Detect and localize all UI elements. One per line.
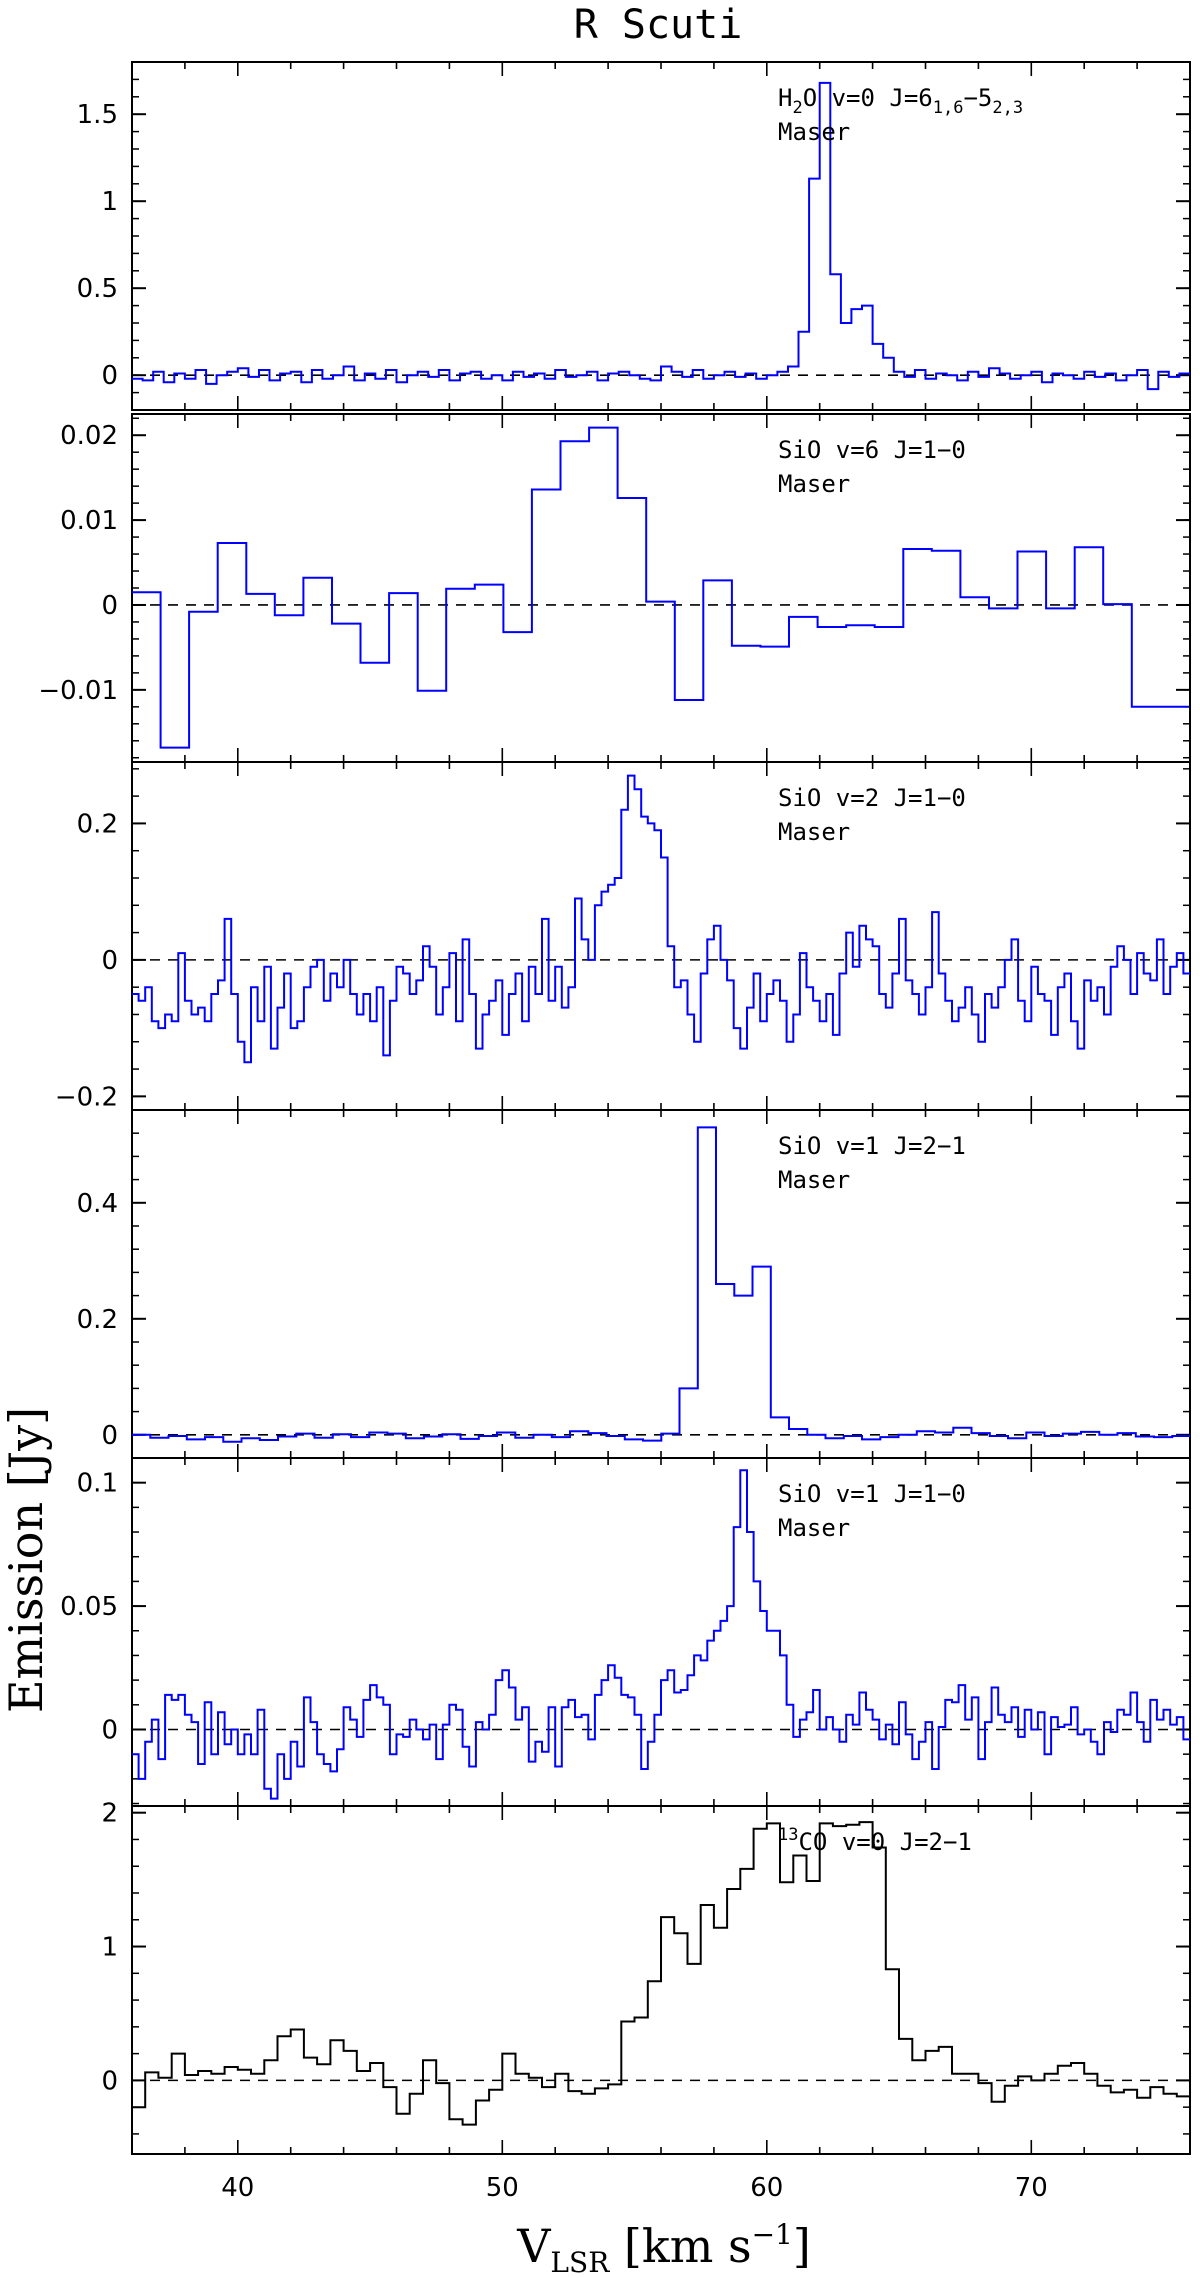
y-tick-label: 1 <box>101 1933 118 1963</box>
x-tick-label: 70 <box>1015 2173 1048 2203</box>
line-label: SiO v=2 J=1−0 <box>778 784 966 812</box>
y-tick-label: 0.1 <box>77 1469 118 1499</box>
y-tick-label: 0.2 <box>77 809 118 839</box>
line-label: 13CO v=0 J=2−1 <box>778 1825 972 1856</box>
line-label: SiO v=1 J=2−1 <box>778 1132 966 1160</box>
spectrum-line <box>132 1821 1190 2126</box>
y-axis-label: Emission [Jy] <box>0 1407 53 1713</box>
y-tick-label: 0 <box>101 2066 118 2096</box>
spectrum-panel-6: 0 1 2 13CO v=0 J=2−1 <box>101 1799 1191 2155</box>
spectrum-panel-5: 0 0.05 0.1 SiO v=1 J=1−0 Maser <box>60 1457 1191 1807</box>
spectrum-line <box>132 1469 1190 1800</box>
y-tick-label: 0.2 <box>77 1305 118 1335</box>
panel-frame <box>131 61 1191 411</box>
line-label: SiO v=1 J=1−0 <box>778 1480 966 1508</box>
y-tick-label: 0.02 <box>60 421 118 451</box>
y-tick-label: 0 <box>101 361 118 391</box>
y-tick-label: −0.01 <box>38 676 118 706</box>
y-tick-label: 2 <box>101 1799 118 1829</box>
y-tick-label: 0.4 <box>77 1189 118 1219</box>
panel-frame <box>131 1109 1191 1459</box>
figure-title: R Scuti <box>574 2 743 48</box>
line-label: SiO v=6 J=1−0 <box>778 436 966 464</box>
spectrum-panel-3: −0.2 0 0.2 SiO v=2 J=1−0 Maser <box>55 761 1191 1112</box>
y-tick-label: 0.05 <box>60 1592 118 1622</box>
line-label: H2O v=0 J=61,6−52,3 <box>778 84 1023 118</box>
x-tick-label: 40 <box>221 2173 254 2203</box>
x-axis: 40 50 60 70 <box>221 2173 1048 2203</box>
line-label-sub: Maser <box>778 470 850 498</box>
y-tick-label: 0.01 <box>60 506 118 536</box>
y-tick-label: 0 <box>101 591 118 621</box>
y-tick-label: −0.2 <box>55 1082 118 1112</box>
line-label-sub: Maser <box>778 118 850 146</box>
line-label-sub: Maser <box>778 1514 850 1542</box>
line-label-sub: Maser <box>778 1166 850 1194</box>
y-tick-label: 0.5 <box>77 274 118 304</box>
y-tick-label: 0 <box>101 1421 118 1451</box>
panel-frame <box>131 413 1191 763</box>
spectrum-line <box>132 81 1190 391</box>
spectrum-panel-4: 0 0.2 0.4 SiO v=1 J=2−1 Maser <box>77 1109 1191 1459</box>
line-label-sub: Maser <box>778 818 850 846</box>
y-tick-label: 1 <box>101 187 118 217</box>
spectrum-panel-2: −0.01 0 0.01 0.02 SiO v=6 J=1−0 Maser <box>38 413 1191 763</box>
y-tick-label: 0 <box>101 1715 118 1745</box>
spectrum-line <box>132 774 1190 1064</box>
x-axis-label: VLSR [km s−1] <box>516 2218 811 2278</box>
spectrum-line <box>132 426 1189 749</box>
x-tick-label: 60 <box>750 2173 783 2203</box>
y-tick-label: 1.5 <box>77 100 118 130</box>
y-tick-label: 0 <box>101 946 118 976</box>
x-tick-label: 50 <box>486 2173 519 2203</box>
panel-frame <box>131 761 1191 1111</box>
spectrum-line <box>132 1126 1190 1443</box>
